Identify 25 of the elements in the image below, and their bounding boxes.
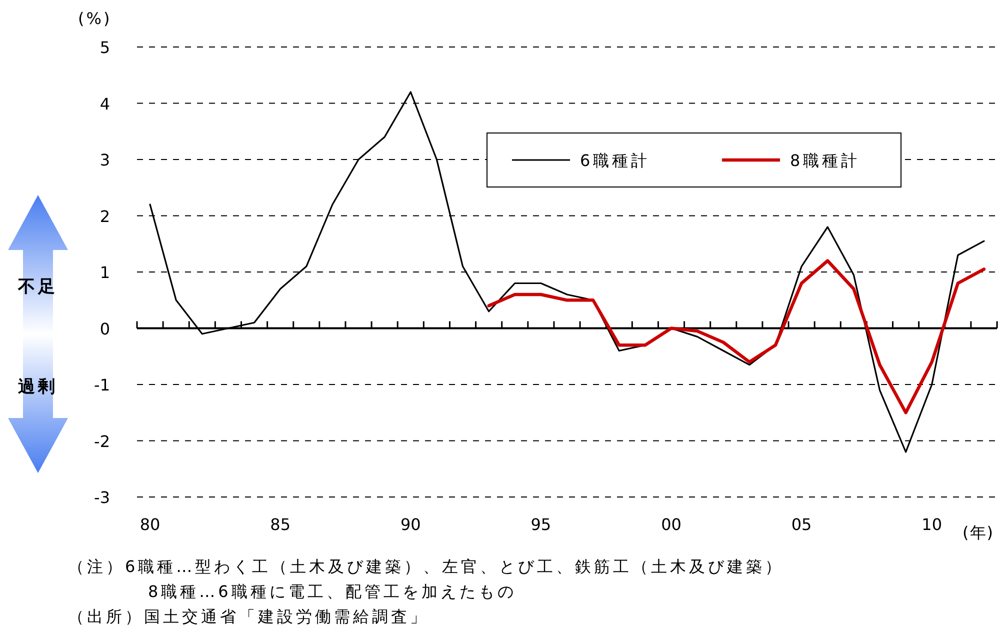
x-tick-label: 80 [140,515,160,534]
y-tick-label: 4 [100,94,110,114]
y-tick-label: 1 [100,263,110,282]
y-axis-title: (%) [78,9,112,28]
x-tick-label: 05 [791,515,812,534]
y-tick-label: -2 [94,432,110,451]
text: 8職種…6職種に電工、配管工を加えたもの [148,582,516,601]
y-tick-label: 5 [100,38,110,57]
text: 不足 [17,277,58,297]
y-tick-label: 3 [100,150,110,170]
y-tick-label: -1 [94,376,110,394]
y-tick-label: -3 [94,488,110,507]
legend-label: 8職種計 [790,151,860,170]
text: （注）6職種…型わく工（土木及び建築）、左官、とび工、鉄筋工（土木及び建築） [68,557,784,576]
x-tick-label: 95 [530,515,552,534]
y-tick-label: 0 [100,319,110,338]
text: （出所）国土交通省「建設労働需給調査」 [68,607,429,626]
x-tick-label: 10 [922,515,942,534]
x-axis-title: (年) [962,523,994,542]
legend-label: 6職種計 [580,151,650,170]
x-tick-label: 85 [270,515,291,534]
x-tick-label: 00 [661,515,682,534]
text: 過剰 [17,377,58,397]
y-tick-label: 2 [100,206,110,226]
x-tick-label: 90 [400,515,421,534]
